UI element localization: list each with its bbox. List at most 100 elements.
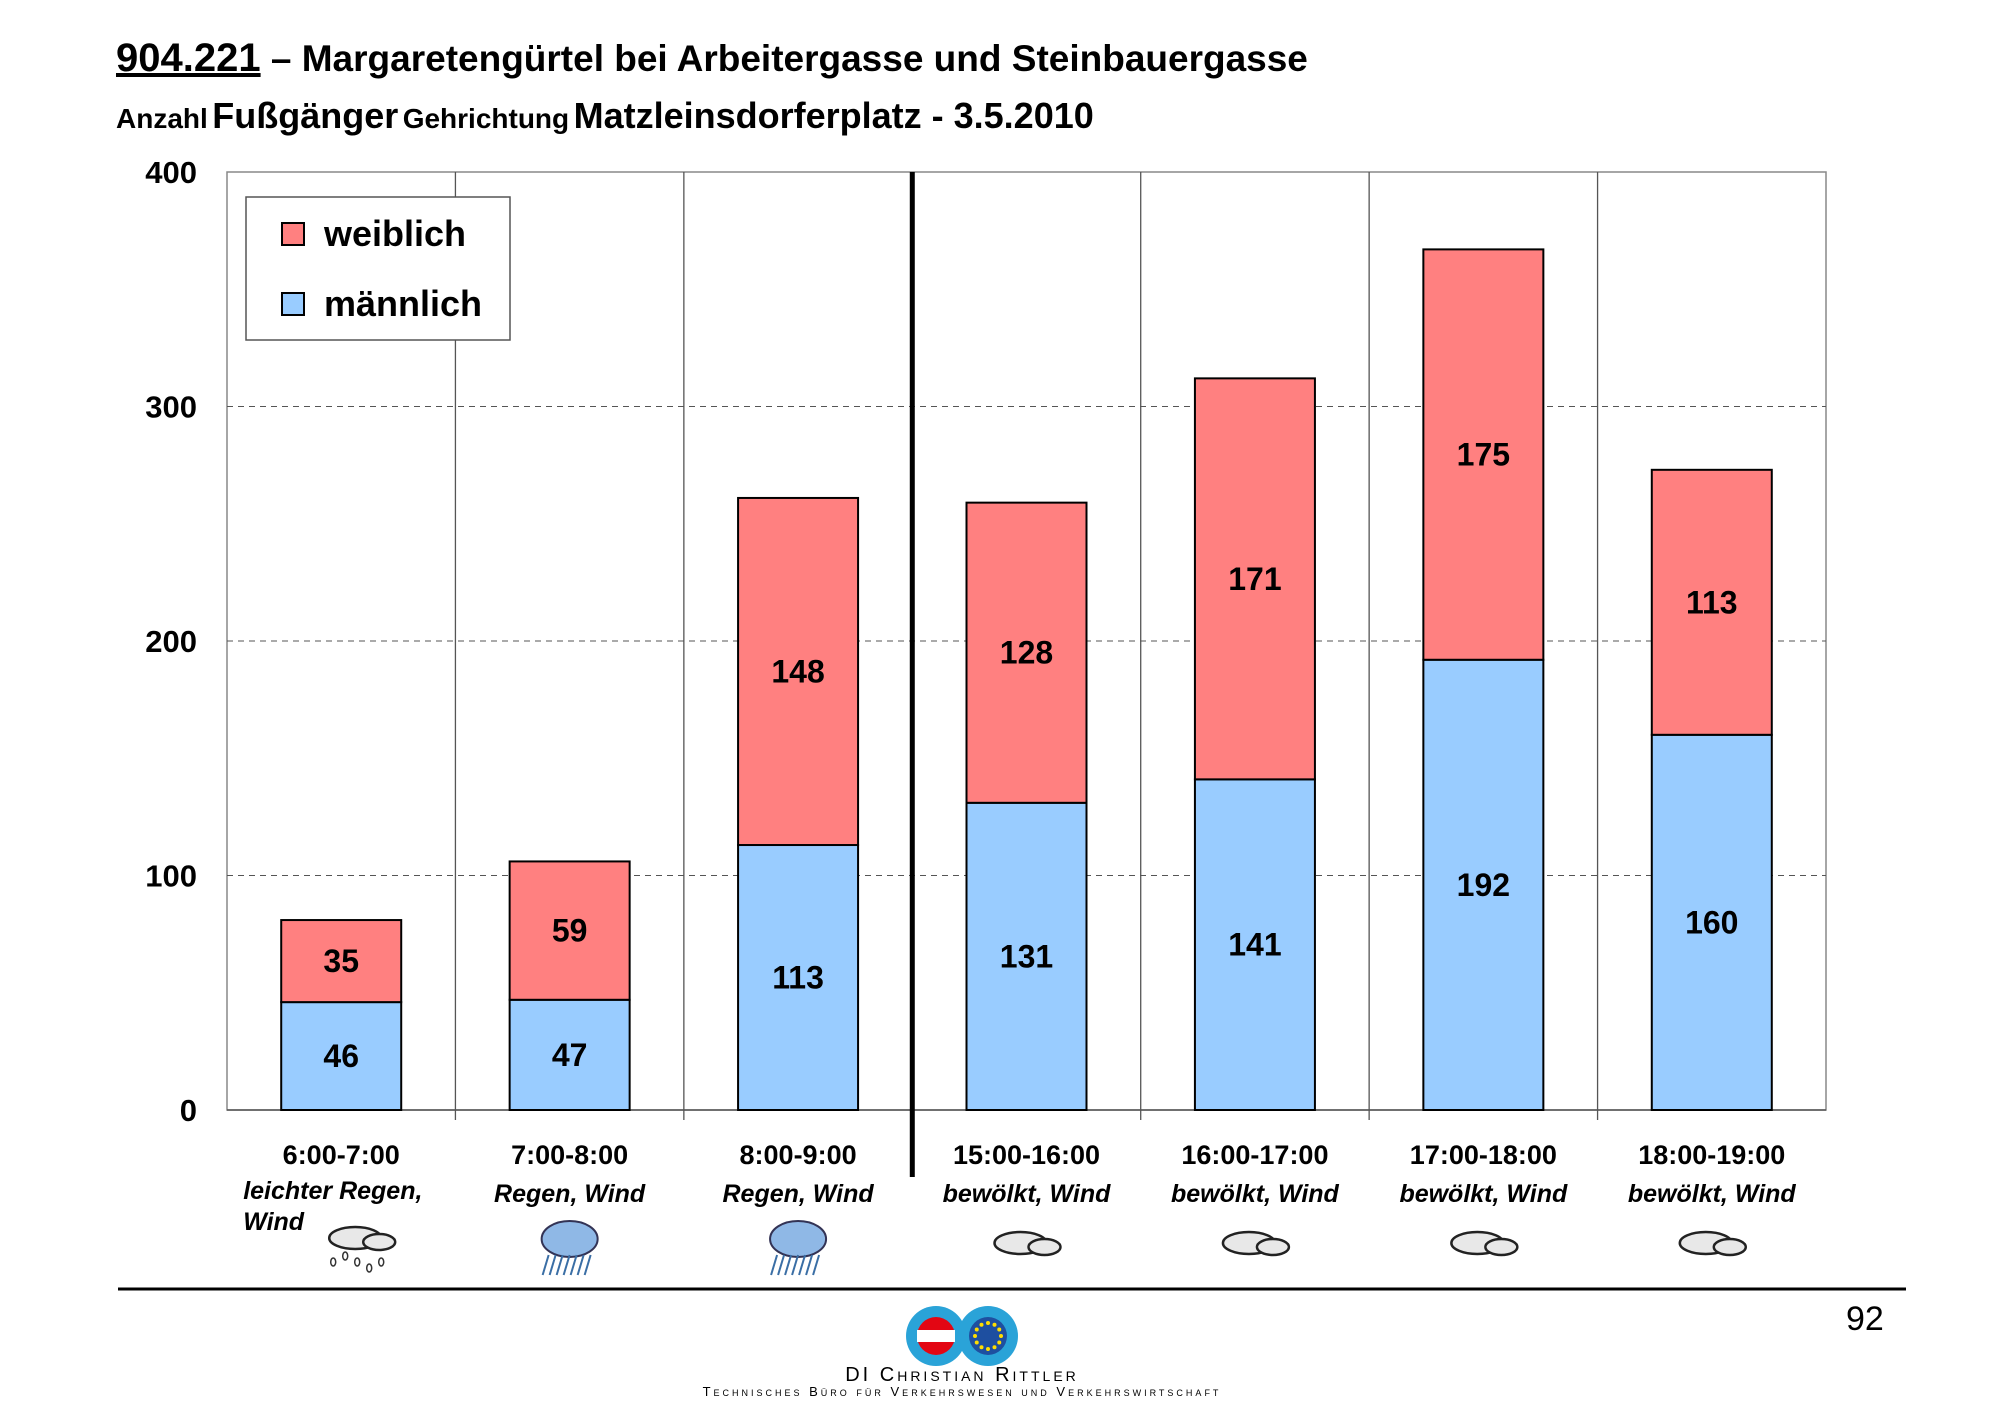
rain-cloud-icon bbox=[769, 1220, 828, 1276]
bar-männlich bbox=[1650, 733, 1773, 1111]
weather-label: bewölkt, Wind bbox=[943, 1180, 1112, 1208]
weather-label: bewölkt, Wind bbox=[1171, 1180, 1340, 1208]
footer-tagline: Technisches Büro für Verkehrswesen und V… bbox=[702, 1384, 1222, 1399]
eu-star bbox=[997, 1340, 1002, 1345]
bar-weiblich bbox=[280, 919, 403, 1004]
eu-star bbox=[974, 1327, 979, 1332]
title-dash: – bbox=[270, 38, 292, 79]
subtitle-w3: Gehrichtung bbox=[402, 103, 570, 134]
cloud-shape bbox=[1712, 1237, 1748, 1257]
bar-value-label: 175 bbox=[1457, 437, 1510, 473]
weather-label: Regen, Wind bbox=[722, 1180, 874, 1208]
eu-star bbox=[979, 1322, 984, 1327]
bar-value-label: 47 bbox=[552, 1037, 588, 1073]
cloud-shape bbox=[361, 1232, 397, 1252]
footer-name: DI Christian Rittler bbox=[845, 1364, 1079, 1386]
bar-value-label: 35 bbox=[323, 943, 359, 979]
eu-star bbox=[997, 1327, 1002, 1332]
cloud-shape bbox=[1484, 1237, 1519, 1257]
rain-drop bbox=[353, 1257, 361, 1267]
rain-drop bbox=[791, 1254, 800, 1276]
station-number: 904.221 bbox=[116, 36, 261, 80]
chart-title: 904.221 – Margaretengürtel bei Arbeiterg… bbox=[116, 36, 1308, 81]
subtitle-w4: Matzleinsdorferplatz - 3.5.2010 bbox=[573, 95, 1094, 136]
rain-drop bbox=[569, 1254, 578, 1276]
bar-weiblich bbox=[1193, 377, 1316, 781]
rain-drop bbox=[798, 1254, 807, 1276]
bar-weiblich bbox=[1422, 248, 1545, 661]
bar-value-label: 131 bbox=[1000, 938, 1053, 974]
austria-flag-stripe bbox=[917, 1330, 955, 1342]
rain-drop bbox=[329, 1257, 337, 1267]
bar-männlich bbox=[965, 801, 1088, 1111]
bar-männlich bbox=[737, 844, 860, 1111]
rain-drop bbox=[548, 1254, 557, 1276]
eu-star bbox=[974, 1340, 979, 1345]
cloud-icon bbox=[993, 1230, 1062, 1257]
rain-drop bbox=[562, 1254, 571, 1276]
x-tick-label: 6:00-7:00 bbox=[283, 1140, 400, 1170]
bar-männlich bbox=[280, 1001, 403, 1112]
eu-star bbox=[986, 1321, 990, 1325]
rain-drop bbox=[365, 1263, 373, 1273]
legend-box bbox=[245, 196, 511, 341]
eu-star bbox=[999, 1334, 1003, 1338]
bar-value-label: 113 bbox=[772, 960, 824, 996]
bar-value-label: 192 bbox=[1457, 867, 1510, 903]
x-tick-label: 15:00-16:00 bbox=[953, 1140, 1100, 1170]
bar-männlich bbox=[508, 998, 631, 1111]
bar-value-label: 148 bbox=[771, 653, 824, 689]
cloud-icon bbox=[1450, 1230, 1519, 1257]
bar-value-label: 59 bbox=[552, 913, 588, 949]
weather-label: bewölkt, Wind bbox=[1628, 1180, 1797, 1208]
rain-drop bbox=[341, 1251, 349, 1261]
page-number: 92 bbox=[1846, 1300, 1884, 1338]
bar-weiblich bbox=[508, 860, 631, 1001]
weather-label: Wind bbox=[243, 1208, 305, 1236]
rain-drop bbox=[555, 1254, 564, 1276]
bar-value-label: 160 bbox=[1685, 904, 1738, 940]
y-tick-label: 400 bbox=[145, 155, 197, 190]
subtitle-w1: Anzahl bbox=[116, 103, 208, 134]
eu-star bbox=[992, 1322, 997, 1327]
rain-drop bbox=[576, 1254, 585, 1276]
eu-star bbox=[992, 1345, 997, 1350]
legend-swatch-männlich bbox=[281, 292, 305, 316]
y-tick-label: 200 bbox=[145, 624, 197, 659]
eu-star bbox=[986, 1347, 990, 1351]
rain-drop bbox=[777, 1254, 786, 1276]
y-tick-label: 100 bbox=[145, 859, 197, 894]
x-tick-label: 17:00-18:00 bbox=[1410, 1140, 1557, 1170]
bar-männlich bbox=[1193, 778, 1316, 1111]
bar-value-label: 113 bbox=[1686, 584, 1738, 620]
eu-star bbox=[973, 1334, 977, 1338]
bar-männlich bbox=[1422, 658, 1545, 1111]
rain-drop bbox=[377, 1257, 385, 1267]
eu-star bbox=[979, 1345, 984, 1350]
cloud-icon bbox=[1221, 1230, 1291, 1257]
legend-swatch-weiblich bbox=[281, 222, 305, 246]
cloud-icon bbox=[1678, 1230, 1748, 1257]
rain-cloud-icon bbox=[540, 1220, 599, 1276]
legend-label: männlich bbox=[324, 283, 482, 324]
eu-flag-icon bbox=[969, 1317, 1007, 1355]
location: Margaretengürtel bei Arbeitergasse und S… bbox=[301, 38, 1308, 79]
rain-drop bbox=[583, 1254, 592, 1276]
bar-value-label: 128 bbox=[1000, 635, 1053, 671]
x-tick-label: 8:00-9:00 bbox=[740, 1140, 857, 1170]
weather-label: leichter Regen, bbox=[243, 1177, 422, 1205]
x-tick-label: 18:00-19:00 bbox=[1638, 1140, 1785, 1170]
cloud-shape bbox=[1255, 1237, 1291, 1257]
light-rain-cloud-icon bbox=[327, 1225, 397, 1273]
company-logo bbox=[906, 1306, 1018, 1366]
subtitle-w2: Fußgänger bbox=[212, 95, 399, 136]
cloud-shape bbox=[540, 1220, 599, 1258]
x-tick-label: 16:00-17:00 bbox=[1181, 1140, 1328, 1170]
chart-subtitle: Anzahl Fußgänger Gehrichtung Matzleinsdo… bbox=[116, 95, 1094, 137]
rain-drop bbox=[812, 1254, 821, 1276]
rain-drop bbox=[784, 1254, 793, 1276]
bar-value-label: 171 bbox=[1228, 561, 1281, 597]
bar-value-label: 141 bbox=[1228, 927, 1281, 963]
bar-value-label: 46 bbox=[323, 1038, 359, 1074]
y-tick-label: 0 bbox=[180, 1093, 197, 1128]
